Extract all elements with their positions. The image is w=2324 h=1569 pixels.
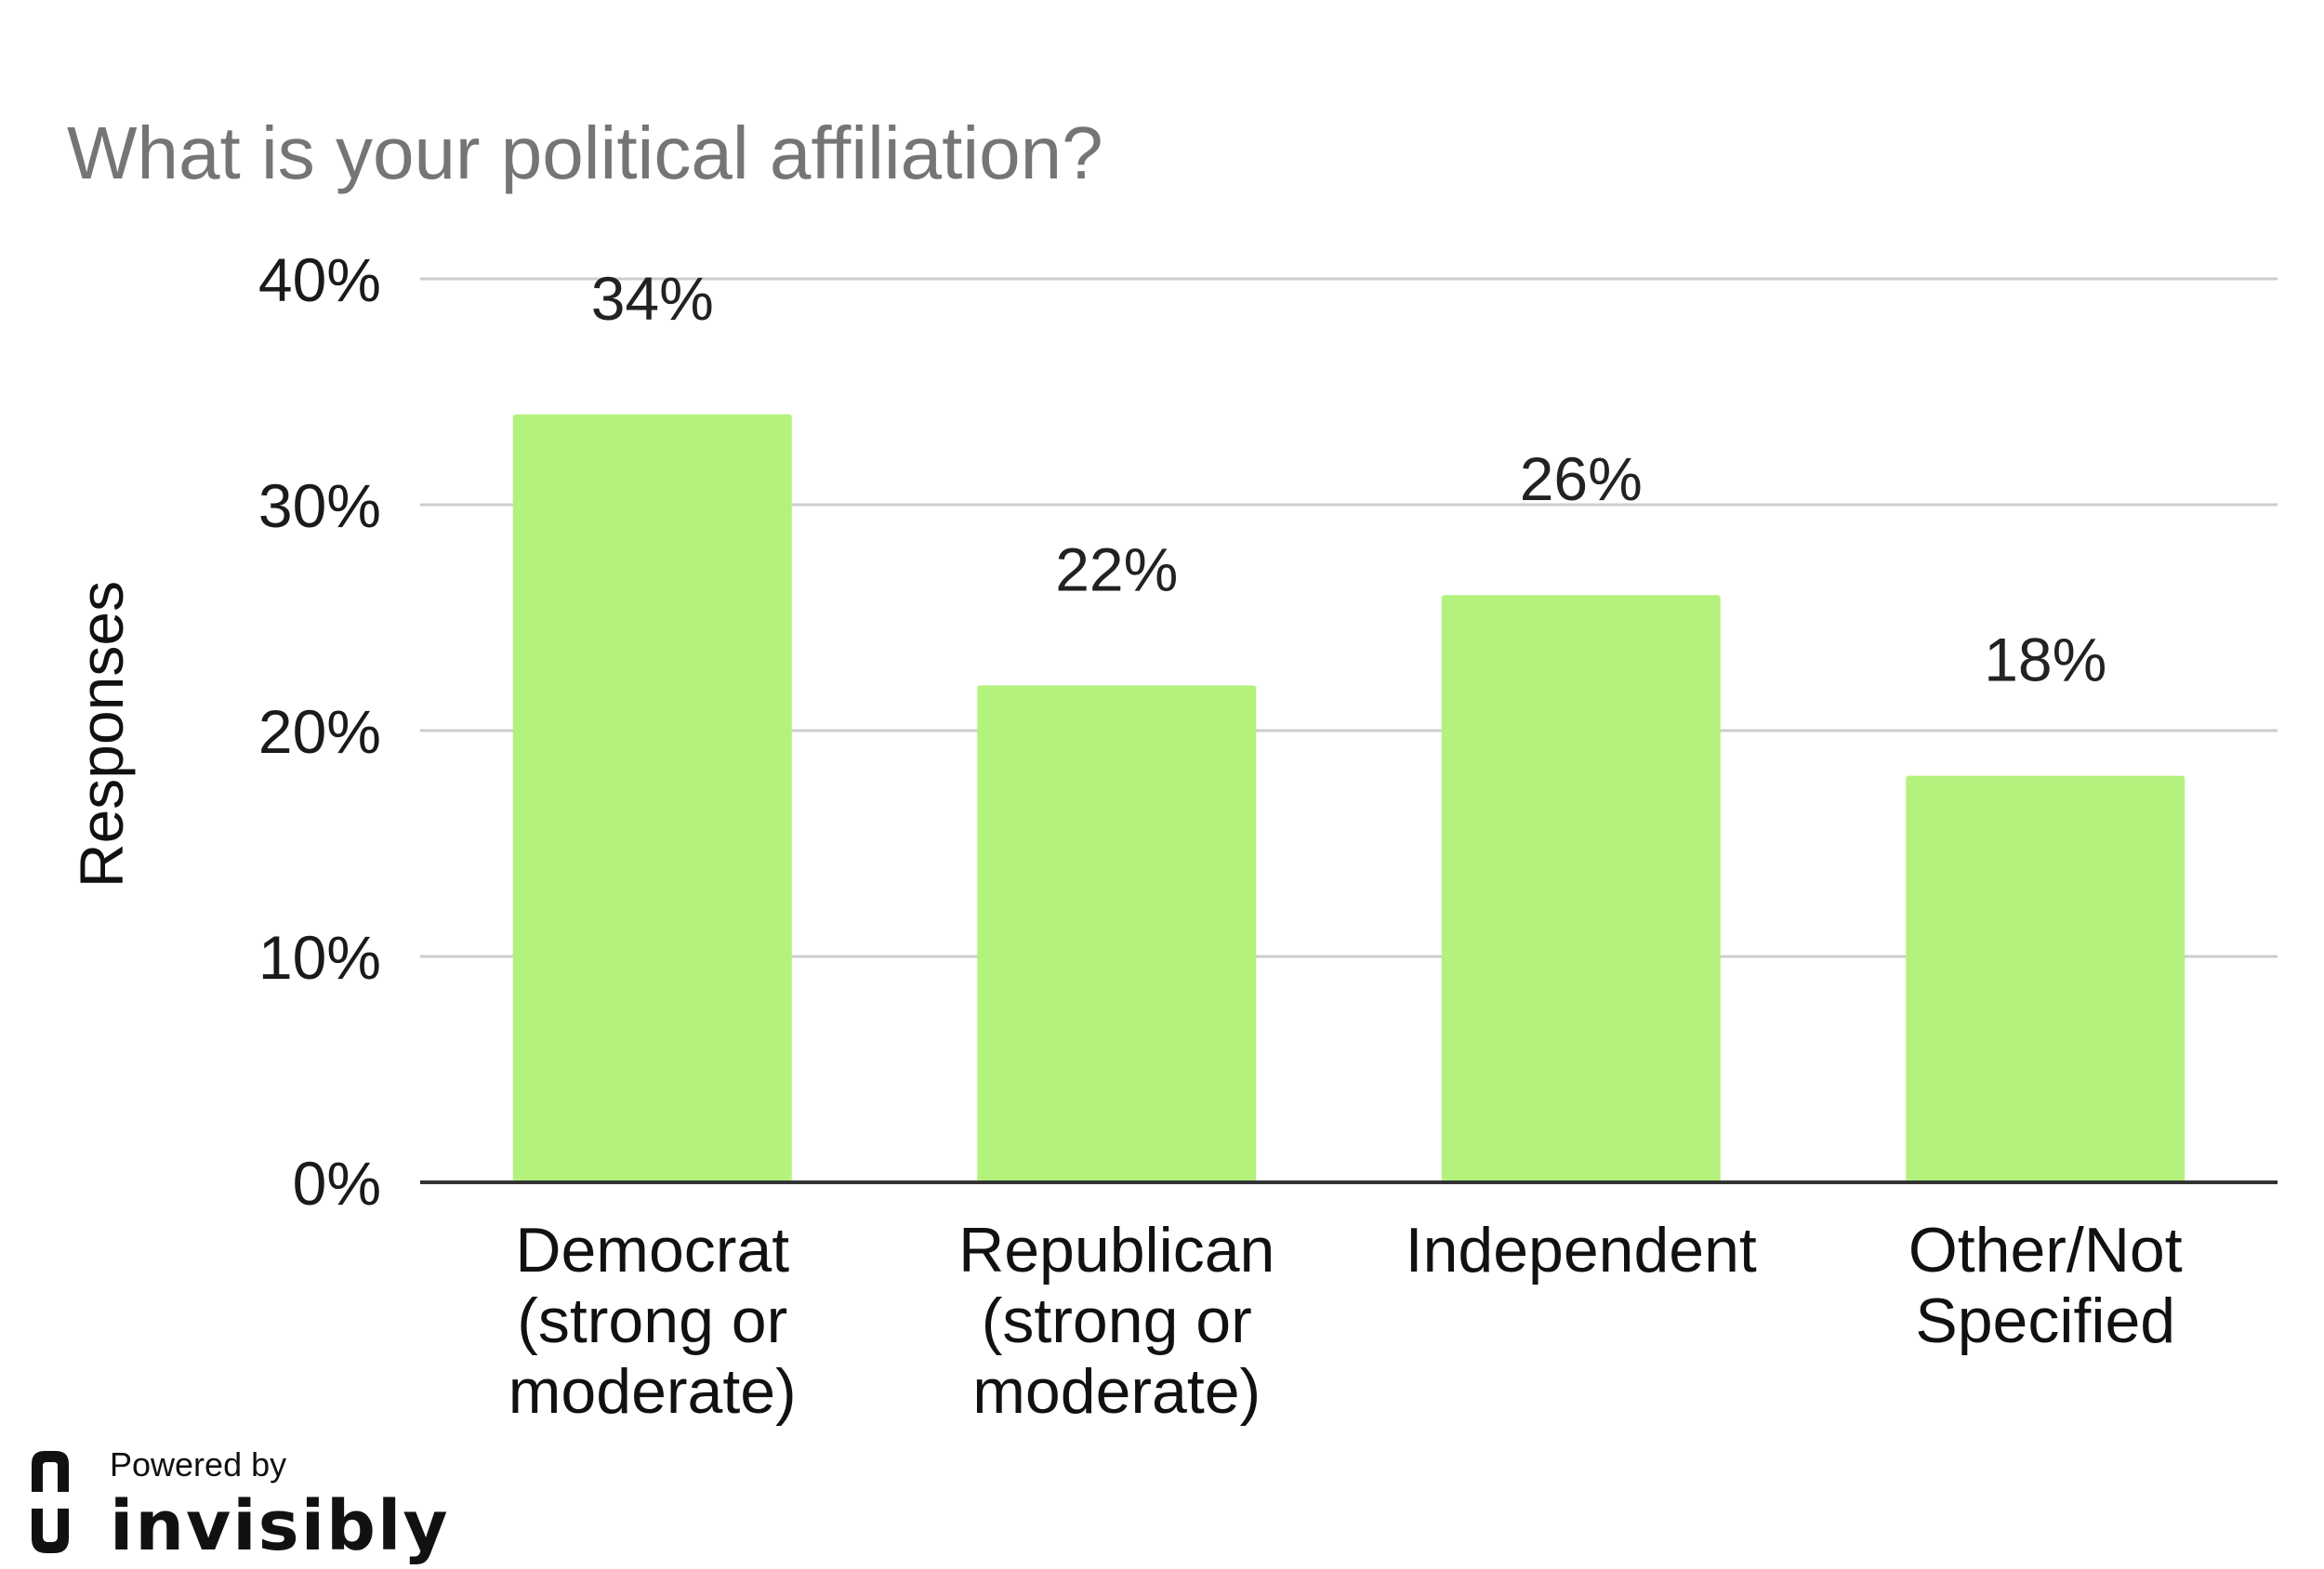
x-category-label: Independent	[1406, 1215, 1757, 1286]
x-category-label: Democrat	[515, 1215, 789, 1286]
x-category-label: Specified	[1915, 1286, 2175, 1356]
y-tick-label: 10%	[258, 923, 381, 992]
x-category-label: Republican	[958, 1215, 1274, 1286]
bar	[1906, 775, 2185, 1182]
powered-by-text: Powered by	[110, 1445, 287, 1483]
y-tick-label: 0%	[293, 1149, 381, 1218]
y-tick-label: 40%	[258, 245, 381, 314]
data-label: 18%	[1984, 626, 2106, 694]
bar	[512, 414, 792, 1182]
x-category-label: (strong or	[982, 1286, 1252, 1356]
x-category-label: moderate)	[972, 1356, 1261, 1427]
invisibly-logo-icon	[32, 1451, 69, 1553]
x-category-label: (strong or	[517, 1286, 787, 1356]
bar	[977, 685, 1257, 1182]
y-axis-ticks: 0% 10% 20% 30% 40%	[258, 245, 381, 1218]
bar	[1441, 595, 1721, 1182]
data-label: 26%	[1520, 444, 1643, 513]
x-category-label: Other/Not	[1908, 1215, 2183, 1286]
data-label: 22%	[1055, 534, 1178, 603]
y-tick-label: 20%	[258, 697, 381, 766]
powered-by-invisibly[interactable]: Powered by invisibly	[26, 1445, 450, 1566]
brand-name: invisibly	[110, 1486, 450, 1566]
chart-title: What is your political affiliation?	[67, 112, 1103, 194]
data-labels: 34% 22% 26% 18%	[591, 264, 2107, 694]
y-tick-label: 30%	[258, 471, 381, 540]
y-axis-label: Responses	[67, 581, 136, 888]
x-category-label: moderate)	[508, 1356, 797, 1427]
bars	[512, 414, 2185, 1182]
data-label: 34%	[591, 264, 714, 333]
x-axis-categories: Democrat(strong ormoderate)Republican(st…	[508, 1215, 2183, 1427]
